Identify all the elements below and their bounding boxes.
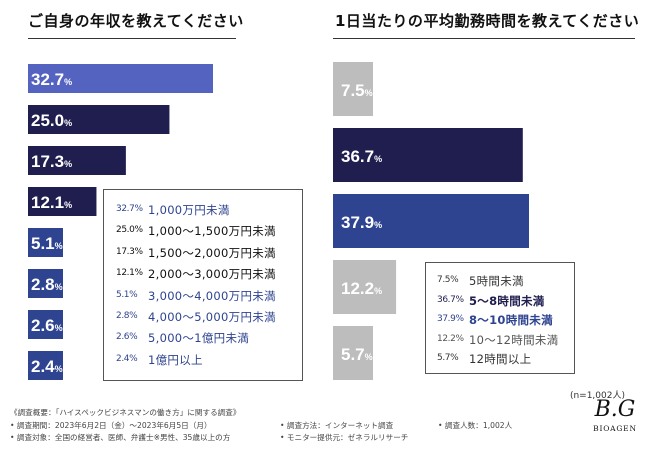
income-legend-pct: 32.7%	[116, 204, 143, 214]
chart2-title: 1日当たりの平均勤務時間を教えてください	[335, 12, 640, 30]
logo-name: BIOAGEN	[593, 424, 637, 433]
income-bar	[28, 228, 63, 257]
income-bar	[28, 310, 63, 339]
hours-legend-pct: 37.9%	[437, 314, 464, 324]
income-legend-label: 1億円以上	[148, 352, 203, 367]
income-legend-label: 3,000～4,000万円未満	[148, 288, 276, 303]
hours-bar	[333, 194, 529, 248]
hours-legend-pct: 7.5%	[437, 275, 459, 285]
income-legend-pct: 25.0%	[116, 225, 143, 236]
hours-bar	[333, 128, 523, 182]
hours-bar-value: 7.5%	[341, 81, 373, 100]
hours-bar-value: 12.2%	[341, 279, 382, 298]
hours-legend-label: 8～10時間未満	[469, 313, 553, 327]
income-bar	[28, 105, 170, 134]
hours-bar	[333, 62, 373, 116]
income-bar-value: 5.1%	[31, 234, 63, 253]
hours-legend-pct: 36.7%	[437, 294, 464, 305]
chart2-title-underline	[333, 38, 635, 39]
hours-bar-value: 37.9%	[341, 213, 382, 232]
chart1-title-underline	[28, 38, 236, 39]
hours-bar	[333, 260, 397, 314]
survey-count: • 調査人数：1,002人	[438, 421, 513, 430]
hours-legend-label: 5時間未満	[469, 274, 524, 288]
income-legend-pct: 17.3%	[116, 246, 143, 257]
income-legend-label: 5,000～1億円未満	[148, 331, 250, 346]
income-bar-value: 17.3%	[31, 152, 72, 171]
hours-legend-pct: 12.2%	[437, 333, 464, 344]
income-bar	[28, 187, 97, 216]
monitor-provider: • モニター提供元：ゼネラルリサーチ	[280, 433, 409, 442]
income-bar-value: 25.0%	[31, 111, 72, 130]
income-legend-label: 1,500～2,000万円未満	[148, 245, 276, 260]
income-bar	[28, 64, 213, 93]
hours-legend-pct: 5.7%	[437, 353, 459, 363]
survey-target: • 調査対象：全国の経営者、医師、弁護士※男性、35歳以上の方	[10, 433, 231, 442]
survey-method: • 調査方法：インターネット調査	[280, 421, 394, 430]
income-legend: 32.7% 1,000万円未満 25.0% 1,000～1,500万円未満 17.3% 1…	[103, 189, 303, 381]
logo-mark-icon: B.G	[594, 397, 636, 422]
income-legend-pct: 2.6%	[116, 332, 138, 343]
hours-legend-label: 10～12時間未満	[469, 332, 559, 347]
income-bar-value: 2.4%	[31, 357, 63, 376]
income-legend-label: 4,000～5,000万円未満	[148, 310, 276, 324]
income-legend-label: 1,000万円未満	[148, 203, 230, 217]
income-bar	[28, 351, 63, 380]
income-legend-pct: 5.1%	[116, 289, 138, 300]
hours-bar-value: 5.7%	[341, 345, 373, 364]
hours-bar-value: 36.7%	[341, 147, 382, 166]
income-bar-value: 2.6%	[31, 316, 63, 335]
income-legend-label: 1,000～1,500万円未満	[148, 224, 276, 239]
income-legend-pct: 2.8%	[116, 311, 138, 321]
hours-legend: 7.5% 5時間未満 36.7% 5～8時間未満 37.9% 8～10時間未満 12.2% 1…	[425, 262, 575, 374]
income-bar	[28, 269, 63, 298]
income-bar-value: 2.8%	[31, 275, 63, 294]
bioagen-logo: B.G BIOAGEN	[590, 397, 640, 434]
chart1-title: ご自身の年収を教えてください	[28, 12, 244, 30]
sample-size-label: (n=1,002人)	[569, 391, 625, 401]
income-legend-pct: 2.4%	[116, 353, 138, 364]
income-bar	[28, 146, 126, 175]
income-legend-pct: 12.1%	[116, 268, 143, 279]
income-bar-value: 12.1%	[31, 193, 72, 212]
survey-title: 《調査概要：「ハイスペックビジネスマンの働き方」に関する調査》	[10, 408, 241, 417]
income-bar-value: 32.7%	[31, 70, 72, 89]
survey-period: • 調査期間：2023年6月2日（金）～2023年6月5日（月）	[10, 421, 212, 430]
hours-bar	[333, 326, 373, 380]
income-legend-label: 2,000～3,000万円未満	[148, 267, 276, 282]
hours-legend-label: 12時間以上	[469, 352, 532, 366]
hours-legend-label: 5～8時間未満	[469, 293, 545, 308]
